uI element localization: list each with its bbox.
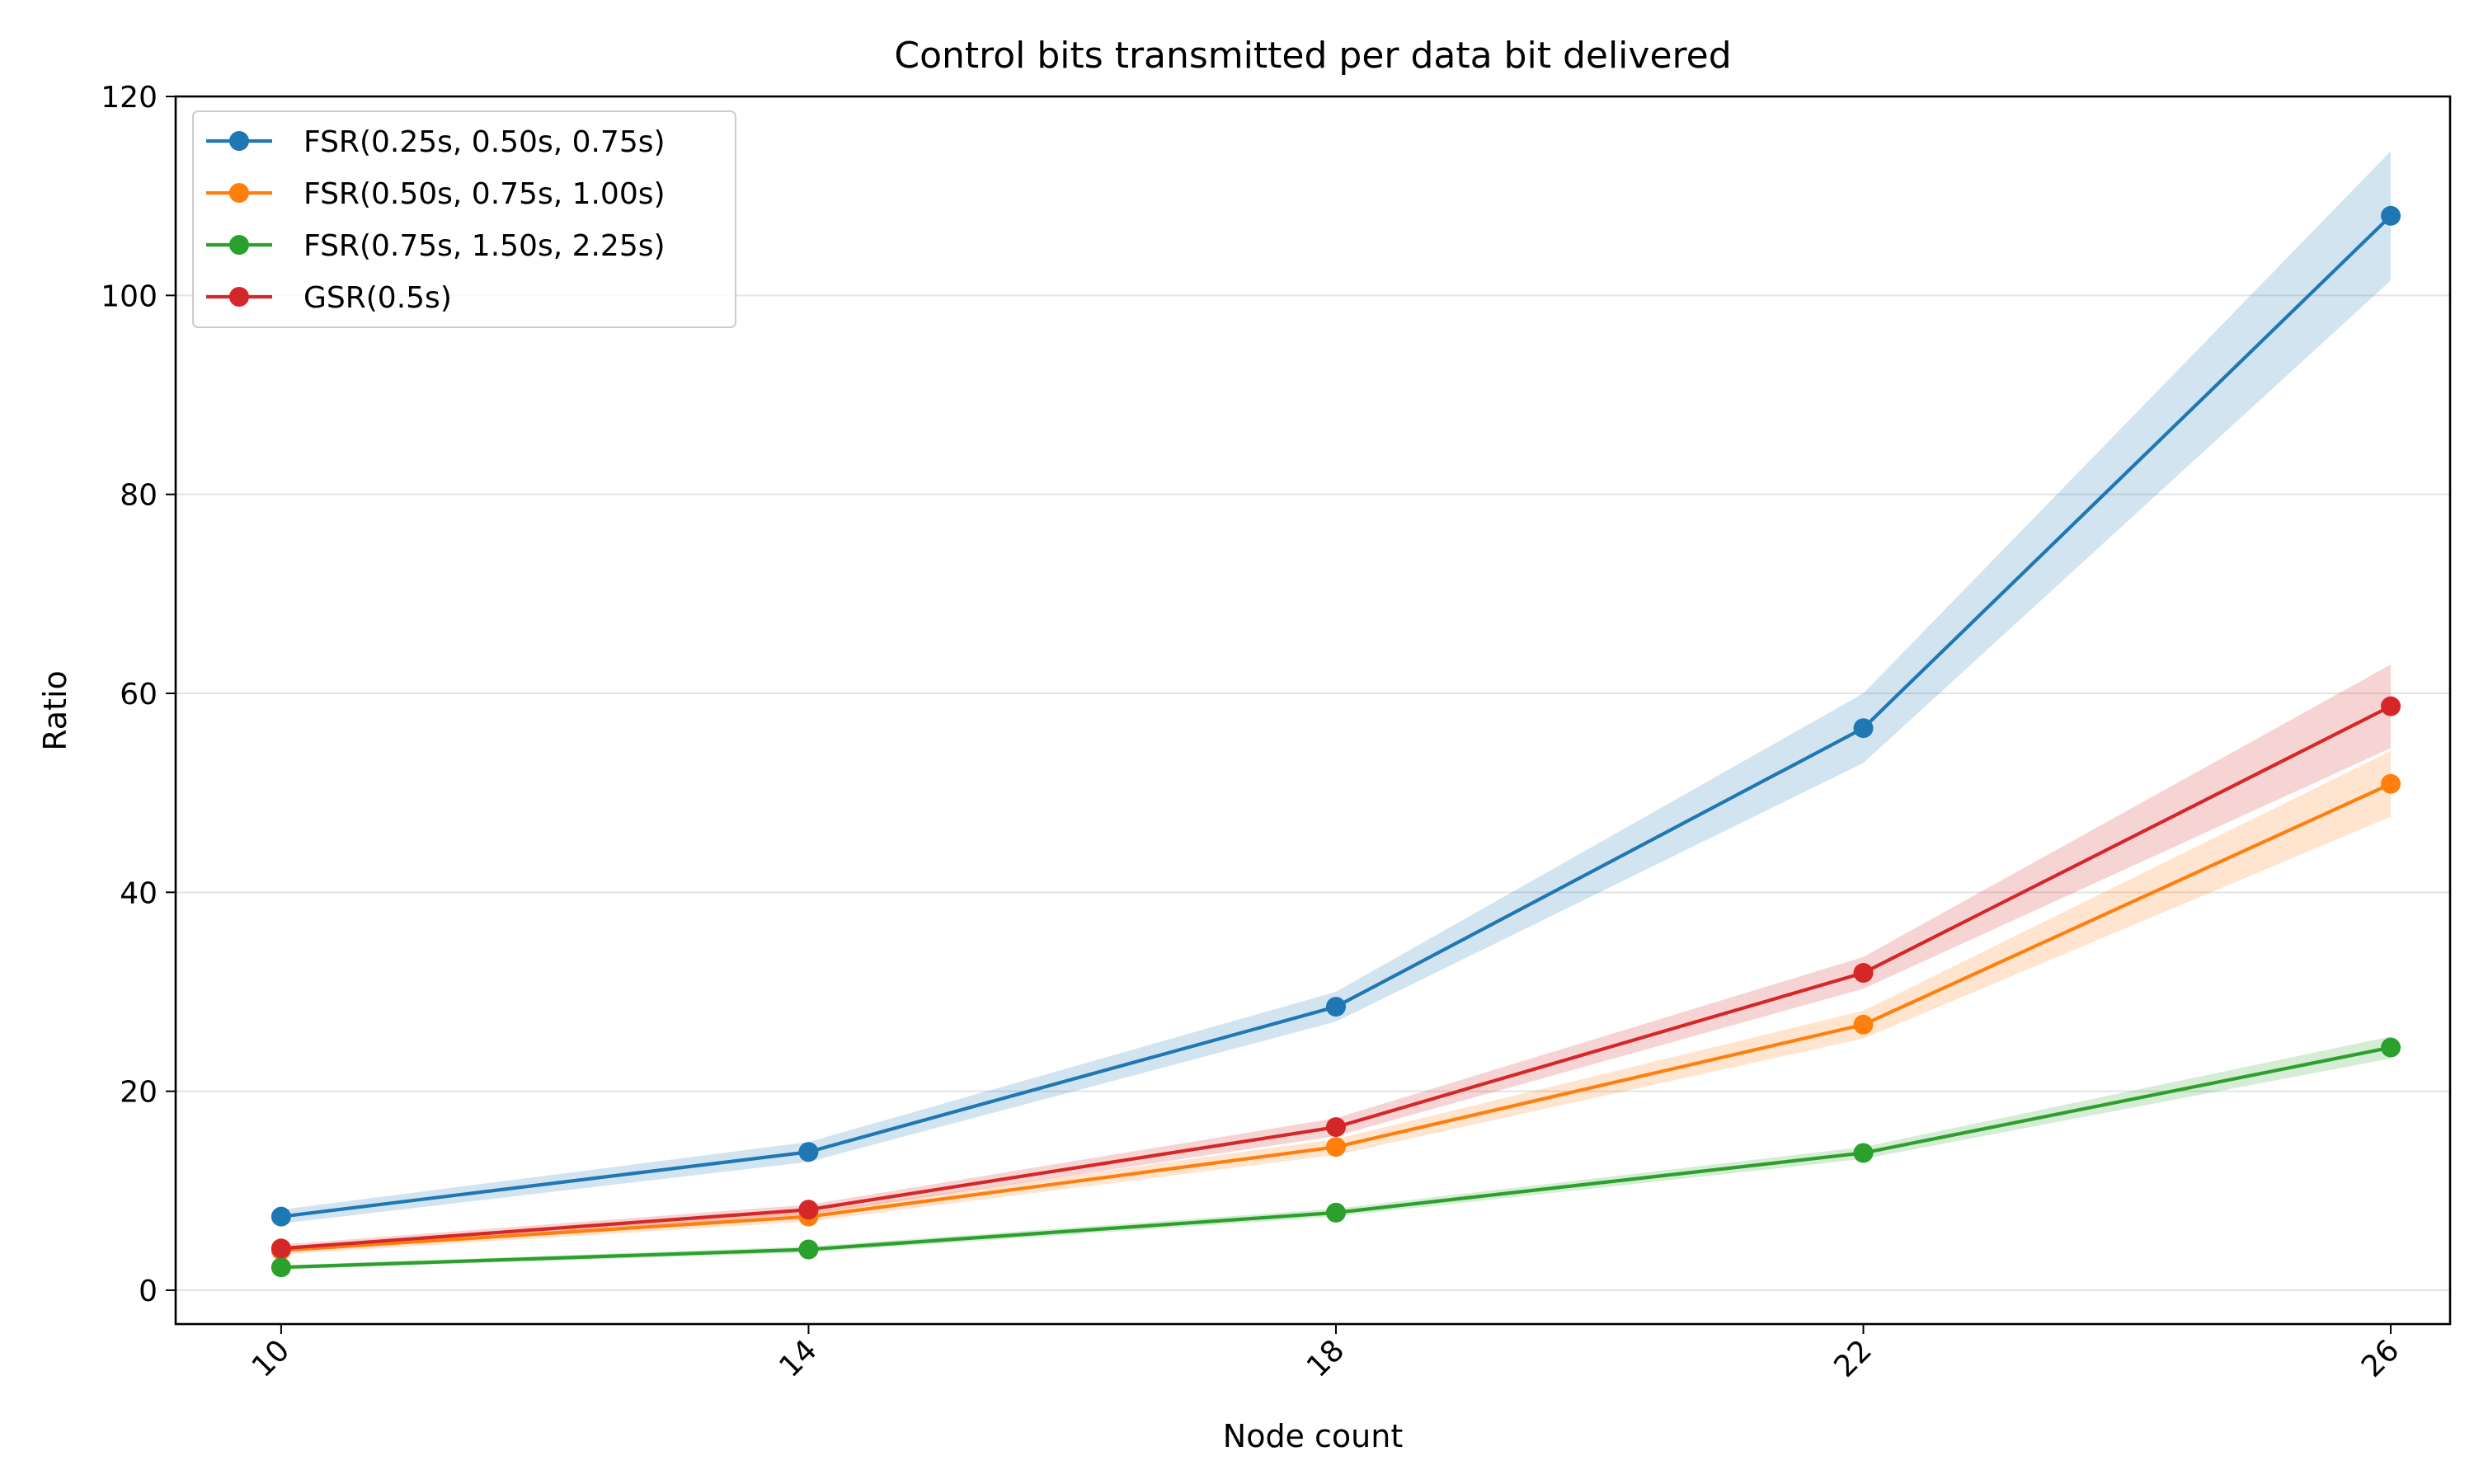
y-axis-label: Ratio: [37, 670, 73, 751]
data-point: [2381, 1037, 2401, 1058]
data-point: [1325, 1137, 1346, 1158]
y-tick-label: 20: [120, 1076, 158, 1110]
y-tick-label: 60: [120, 678, 158, 711]
data-point: [2381, 696, 2401, 716]
y-tick-label: 0: [139, 1275, 158, 1308]
legend-marker: [229, 183, 249, 203]
data-point: [1853, 1014, 1874, 1035]
data-point: [2381, 205, 2401, 226]
data-point: [270, 1257, 291, 1278]
legend-box: [192, 110, 736, 328]
y-tick-label: 120: [101, 81, 158, 115]
data-point: [1325, 1202, 1346, 1223]
legend-marker: [229, 287, 249, 307]
legend: FSR(0.25s, 0.50s, 0.75s) FSR(0.50s, 0.75s…: [192, 110, 736, 328]
y-tick-label: 80: [120, 479, 158, 513]
data-point: [798, 1239, 819, 1260]
y-tick-label: 40: [120, 876, 158, 910]
legend-marker: [229, 131, 249, 151]
chart-title: Control bits transmitted per data bit de…: [894, 35, 1731, 77]
y-axis: 0 20 40 60 80 100 120: [101, 81, 176, 1308]
data-points: [270, 205, 2401, 1278]
data-point: [270, 1238, 291, 1259]
legend-label: GSR(0.5s): [303, 281, 452, 315]
data-point: [270, 1206, 291, 1227]
data-point: [1853, 718, 1874, 739]
data-point: [1325, 997, 1346, 1017]
data-point: [798, 1200, 819, 1220]
data-point: [1853, 963, 1874, 984]
legend-marker: [229, 235, 249, 255]
legend-label: FSR(0.75s, 1.50s, 2.25s): [303, 229, 666, 263]
legend-label: FSR(0.25s, 0.50s, 0.75s): [303, 125, 666, 159]
legend-label: FSR(0.50s, 0.75s, 1.00s): [303, 177, 666, 211]
y-tick-label: 100: [101, 279, 158, 313]
x-axis-label: Node count: [1223, 1418, 1403, 1454]
data-point: [2381, 773, 2401, 794]
plot-frame: [174, 95, 2452, 1326]
data-point: [798, 1142, 819, 1162]
data-point: [1853, 1143, 1874, 1163]
data-point: [1325, 1117, 1346, 1138]
